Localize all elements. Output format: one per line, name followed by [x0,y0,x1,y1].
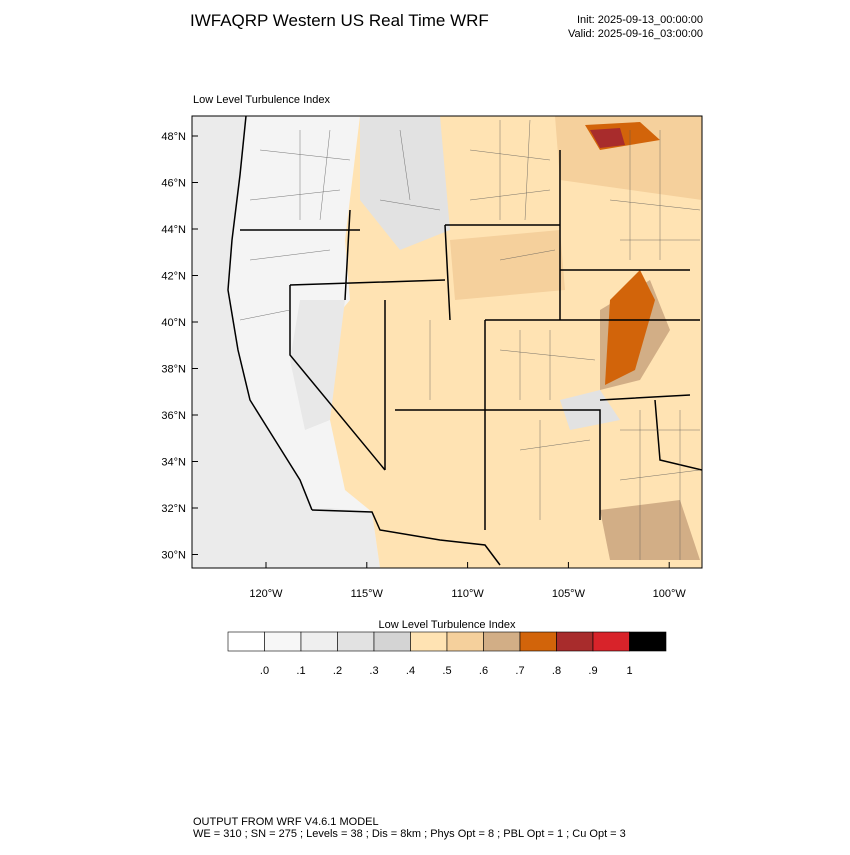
lon-label: 105°W [552,588,586,600]
colorbar-swatch [519,631,557,652]
colorbar-swatch [629,631,667,652]
colorbar-label: .9 [588,665,597,677]
lon-label: 120°W [249,588,283,600]
title: IWFAQRP Western US Real Time WRF [190,11,489,30]
lat-label: 40°N [161,317,186,329]
colorbar-label: .8 [552,665,561,677]
lat-label: 44°N [161,224,186,236]
colorbar-label: .0 [260,665,269,677]
colorbar-label: 1 [626,665,632,677]
lat-label: 48°N [161,131,186,143]
map [191,115,703,569]
valid-time: Valid: 2025-09-16_03:00:00 [568,28,703,40]
lat-label: 36°N [161,410,186,422]
lat-label: 30°N [161,550,186,562]
lat-label: 32°N [161,503,186,515]
lat-label: 34°N [161,457,186,469]
lat-label: 42°N [161,271,186,283]
colorbar-label: .5 [442,665,451,677]
colorbar-title: Low Level Turbulence Index [379,619,516,631]
colorbar-label: .1 [296,665,305,677]
colorbar-swatch [337,631,375,652]
colorbar-swatch [227,631,265,652]
lon-label: 115°W [351,588,384,600]
colorbar-swatch [592,631,630,652]
colorbar-label: .6 [479,665,488,677]
colorbar-swatch [373,631,411,652]
colorbar-swatch [410,631,448,652]
lon-label: 100°W [653,588,687,600]
colorbar-label: .4 [406,665,415,677]
colorbar-swatch [556,631,594,652]
lat-label: 38°N [161,364,186,376]
footer-line: OUTPUT FROM WRF V4.6.1 MODEL [193,816,379,828]
colorbar-label: .2 [333,665,342,677]
colorbar-swatch [300,631,338,652]
colorbar-label: .7 [515,665,524,677]
colorbar-swatch [446,631,484,652]
colorbar-label: .3 [369,665,378,677]
lat-label: 46°N [161,178,186,190]
colorbar-swatch [483,631,521,652]
colorbar-swatch [264,631,302,652]
map-subtitle: Low Level Turbulence Index [193,94,330,106]
footer-line: WE = 310 ; SN = 275 ; Levels = 38 ; Dis … [193,828,626,840]
lon-label: 110°W [451,588,484,600]
init-time: Init: 2025-09-13_00:00:00 [577,14,703,26]
